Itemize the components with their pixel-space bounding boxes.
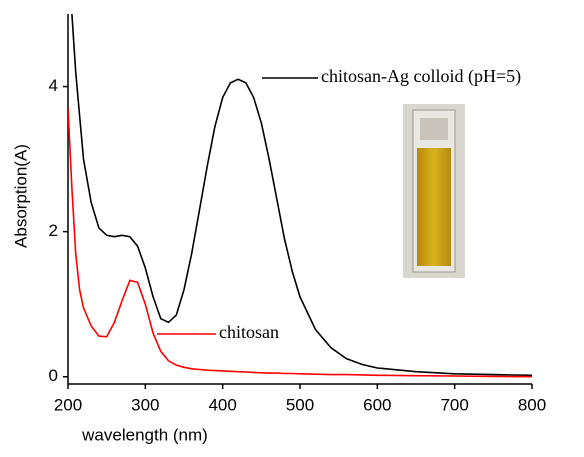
series-label: chitosan-Ag colloid (pH=5) (321, 66, 521, 87)
x-tick-label: 400 (208, 395, 236, 414)
y-tick-label: 4 (49, 76, 58, 95)
x-tick-label: 200 (54, 395, 82, 414)
chart: wavelength (nm) Absorption(A) 0 2 4 200 300 4… (0, 0, 584, 457)
y-tick-label: 0 (49, 366, 58, 385)
x-axis-label: wavelength (nm) (81, 425, 208, 444)
y-tick-label: 2 (49, 221, 58, 240)
x-tick-label: 500 (286, 395, 314, 414)
x-tick-label: 800 (518, 395, 546, 414)
series-label: chitosan (219, 322, 279, 342)
x-tick-label: 600 (363, 395, 391, 414)
cuvette-photo (403, 104, 465, 278)
x-tick-label: 300 (131, 395, 159, 414)
x-tick-label: 700 (440, 395, 468, 414)
y-axis-label: Absorption(A) (11, 144, 30, 248)
